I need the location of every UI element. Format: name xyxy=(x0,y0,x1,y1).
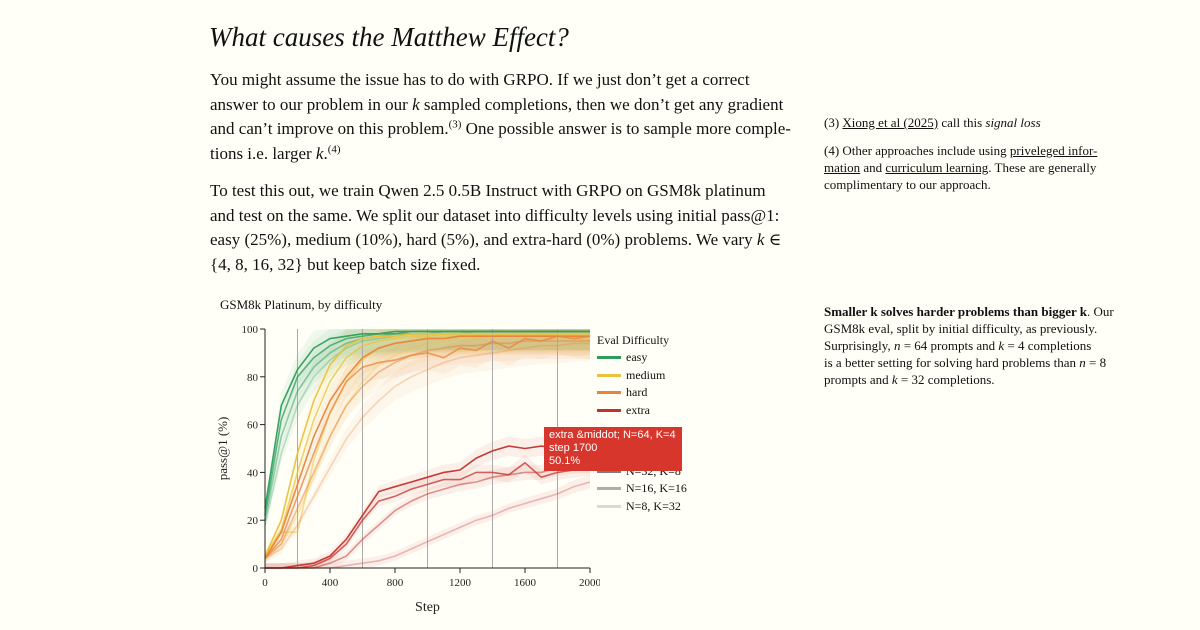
legend-difficulty-label: medium xyxy=(626,367,666,382)
sidenote-3: (3) Xiong et al (2025) call this signal … xyxy=(824,115,1041,130)
hover-tooltip: extra &middot; N=64, K=4 step 1700 50.1% xyxy=(544,427,682,471)
p2-line-1: To test this out, we train Qwen 2.5 0.5B… xyxy=(210,181,766,200)
section-heading: What causes the Matthew Effect? xyxy=(209,22,569,52)
legend-title: Eval Difficulty xyxy=(597,333,670,347)
xiong-link[interactable]: Xiong et al (2025) xyxy=(842,115,939,130)
p2-line-4: {4, 8, 16, 32} but keep batch size fixed… xyxy=(210,254,481,274)
series-line-extra[interactable] xyxy=(265,445,590,569)
x-tick-label: 2000 xyxy=(579,577,600,589)
y-tick-label: 0 xyxy=(253,563,259,575)
paragraph-2: To test this out, we train Qwen 2.5 0.5B… xyxy=(210,179,782,277)
y-tick-label: 20 xyxy=(247,515,259,527)
band-hard xyxy=(265,329,590,564)
p2-line-2: and test on the same. We split our datas… xyxy=(210,205,780,225)
legend-difficulties: easy medium hard extra xyxy=(597,349,687,419)
legend-setting-label: N=16, K=16 xyxy=(626,481,687,496)
x-axis-label: Step xyxy=(415,600,440,615)
legend-difficulty-label: extra xyxy=(626,402,650,417)
x-tick-label: 400 xyxy=(322,577,339,589)
band-extra xyxy=(265,436,590,568)
y-tick-label: 80 xyxy=(247,372,259,384)
sidenote-ref-3[interactable]: (3) xyxy=(448,118,462,131)
legend-difficulty-item[interactable]: medium xyxy=(597,367,687,385)
band-medium xyxy=(265,329,590,561)
legend-difficulty-swatch xyxy=(597,356,621,360)
legend-difficulty-item[interactable]: easy xyxy=(597,349,687,367)
legend-setting-swatch xyxy=(597,487,621,491)
x-tick-label: 1600 xyxy=(514,577,537,589)
legend-difficulty-item[interactable]: extra xyxy=(597,402,687,420)
p1-line-4: tions i.e. larger k.(4) xyxy=(210,142,341,163)
x-tick-label: 0 xyxy=(262,577,268,589)
p2-line-3: easy (25%), medium (10%), hard (5%), and… xyxy=(210,230,782,249)
paragraph-1: You might assume the issue has to do wit… xyxy=(210,68,791,166)
tooltip-value: 50.1% xyxy=(549,455,581,467)
x-tick-label: 800 xyxy=(387,577,404,589)
legend-difficulty-label: hard xyxy=(626,385,648,400)
legend-difficulty-swatch xyxy=(597,373,621,377)
legend-setting-label: N=8, K=32 xyxy=(626,498,681,513)
y-tick-label: 40 xyxy=(247,467,259,479)
series-line-hard[interactable] xyxy=(264,340,590,560)
legend-difficulty-item[interactable]: hard xyxy=(597,384,687,402)
tooltip-series: extra &middot; N=64, K=4 xyxy=(549,429,676,441)
chart-title: GSM8k Platinum, by difficulty xyxy=(220,297,383,312)
legend-setting-swatch xyxy=(597,504,621,508)
p1-line-2: answer to our problem in our k sampled c… xyxy=(210,94,784,114)
axes: 0 20 40 60 80 100 0 400 800 1200 1600 2000 Step pass@… xyxy=(215,324,600,615)
privileged-information-link-cont[interactable]: mation xyxy=(824,160,861,175)
y-tick-label: 100 xyxy=(242,324,259,336)
p1-line-3: and can’t improve on this problem.(3) On… xyxy=(210,118,791,138)
y-tick-label: 60 xyxy=(247,420,259,432)
legend-setting-swatch xyxy=(597,469,621,473)
figure-caption: Smaller k solves harder problems than bi… xyxy=(824,304,1114,387)
sidenote-ref-4[interactable]: (4) xyxy=(327,142,341,155)
series-line-hard[interactable] xyxy=(264,342,590,560)
legend-difficulty-swatch xyxy=(597,391,621,395)
legend-setting-item[interactable]: N=8, K=32 xyxy=(597,498,687,516)
tooltip-step: step 1700 xyxy=(549,442,598,454)
x-tick-label: 1200 xyxy=(449,577,472,589)
legend-difficulty-label: easy xyxy=(626,350,648,365)
y-axis-label: pass@1 (%) xyxy=(215,417,230,481)
curriculum-learning-link[interactable]: curriculum learning xyxy=(885,160,989,175)
p1-line-1: You might assume the issue has to do wit… xyxy=(210,70,750,89)
sidenote-4: (4) Other approaches include using prive… xyxy=(824,143,1098,192)
pass-at-1-chart[interactable]: 0 20 40 60 80 100 0 400 800 1200 1600 2000 Step pass@… xyxy=(200,315,600,620)
series-line-hard[interactable] xyxy=(264,335,590,559)
privileged-information-link[interactable]: priveleged infor- xyxy=(1009,143,1098,158)
band-hard xyxy=(265,329,590,564)
legend-difficulty-swatch xyxy=(597,408,621,412)
legend-setting-item[interactable]: N=16, K=16 xyxy=(597,480,687,498)
series-line-extra[interactable] xyxy=(265,464,590,569)
